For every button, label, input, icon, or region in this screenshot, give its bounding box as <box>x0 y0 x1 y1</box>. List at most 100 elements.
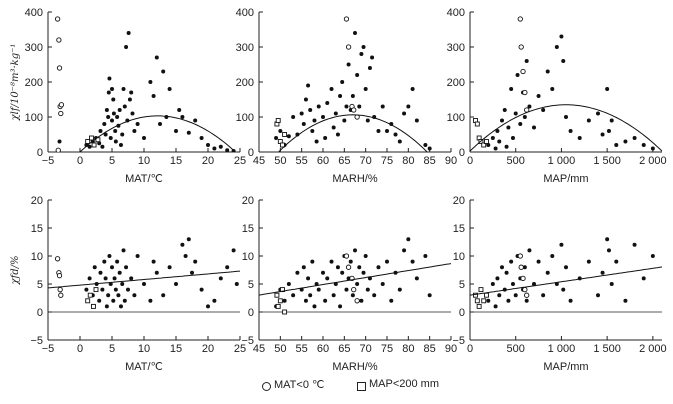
y-axis-label: χlf/10⁻⁸m³·kg⁻¹ <box>10 44 21 122</box>
data-point <box>641 276 646 281</box>
data-point <box>427 293 432 298</box>
data-point <box>120 282 125 286</box>
data-point <box>497 139 502 144</box>
data-point <box>532 282 536 286</box>
y-tick-label: 300 <box>447 42 465 54</box>
data-point <box>370 55 375 60</box>
panel-a2: 45 50 55 60 65 70 75 80 85 90 0 100 200 300 400 MARH/% <box>236 7 457 185</box>
data-point <box>338 94 343 98</box>
data-point <box>87 276 92 281</box>
data-point <box>312 118 317 123</box>
data-point-open-square <box>280 142 285 148</box>
x-tick-label: 85 <box>424 155 436 167</box>
data-point <box>385 259 389 264</box>
data-point <box>124 265 129 270</box>
data-point <box>414 118 419 123</box>
data-point <box>117 270 122 275</box>
data-point <box>323 136 328 140</box>
y-tick-label: 10 <box>453 251 465 263</box>
data-point-open-circle <box>354 298 360 304</box>
x-tick-label: 70 <box>360 155 372 167</box>
data-point <box>231 248 236 253</box>
data-point <box>614 259 619 264</box>
y-tick-label: 15 <box>453 223 465 235</box>
data-layer <box>274 16 432 152</box>
data-point <box>97 141 102 146</box>
data-point <box>486 298 491 303</box>
data-point <box>536 259 541 264</box>
data-point <box>164 115 169 119</box>
y-tick-label: 5 <box>248 279 254 291</box>
data-point <box>423 143 428 147</box>
fit-curve <box>470 104 662 152</box>
data-point <box>154 55 159 60</box>
data-point <box>225 148 230 152</box>
data-point <box>104 108 109 112</box>
data-point <box>410 87 415 91</box>
data-point <box>321 270 325 275</box>
data-point-open-circle <box>351 286 357 293</box>
data-point-open-circle <box>56 37 62 43</box>
data-point <box>190 270 194 275</box>
data-point <box>623 139 628 144</box>
data-point <box>120 132 125 137</box>
data-point <box>536 94 541 98</box>
data-point <box>350 94 355 98</box>
data-point <box>355 282 360 286</box>
y-tick-label: 0 <box>37 147 43 159</box>
data-point <box>532 125 536 130</box>
y-tick-label: 15 <box>242 223 254 235</box>
x-tick-label: 10 <box>138 343 150 355</box>
data-point <box>504 270 509 275</box>
data-point <box>110 265 114 270</box>
data-point <box>295 132 300 137</box>
data-point <box>87 144 92 149</box>
data-point-open-circle <box>58 110 64 117</box>
data-point <box>104 304 109 309</box>
data-point <box>490 282 495 286</box>
data-point <box>550 254 555 258</box>
data-point <box>335 132 340 137</box>
data-point <box>609 282 614 286</box>
data-point <box>180 115 185 119</box>
x-axis-label: MARH/% <box>332 361 377 373</box>
data-point <box>308 293 313 298</box>
data-point-open-square <box>474 121 480 127</box>
data-point <box>103 276 108 281</box>
data-point <box>495 129 500 133</box>
x-axis-label: MAP/mm <box>543 173 588 185</box>
x-tick-label: 0 <box>77 343 83 355</box>
data-point <box>102 259 107 264</box>
data-point <box>98 129 103 133</box>
data-point-open-square <box>274 292 280 298</box>
data-point <box>527 248 532 253</box>
data-point <box>397 287 402 292</box>
data-point <box>325 101 330 105</box>
y-tick-label: 400 <box>236 7 254 19</box>
data-point <box>161 69 166 74</box>
data-point <box>357 104 362 109</box>
data-point <box>174 282 178 286</box>
data-point <box>113 287 118 292</box>
data-point <box>135 254 140 258</box>
data-point <box>118 143 123 147</box>
x-axis-label: MAP/mm <box>543 361 588 373</box>
data-point <box>353 31 357 35</box>
data-point <box>303 298 308 303</box>
data-point <box>348 259 353 264</box>
data-point <box>151 259 156 264</box>
data-point <box>129 276 134 281</box>
y-tick-label: 400 <box>25 7 43 19</box>
data-point <box>650 254 655 258</box>
data-point <box>111 97 116 102</box>
data-point <box>515 73 520 77</box>
data-point <box>291 115 296 119</box>
data-point <box>100 287 105 292</box>
data-point <box>124 45 129 49</box>
y-tick-label: 10 <box>31 251 43 263</box>
data-point <box>333 111 338 116</box>
data-point-open-circle <box>343 253 350 259</box>
data-point <box>174 129 178 133</box>
x-tick-label: −5 <box>42 155 55 167</box>
